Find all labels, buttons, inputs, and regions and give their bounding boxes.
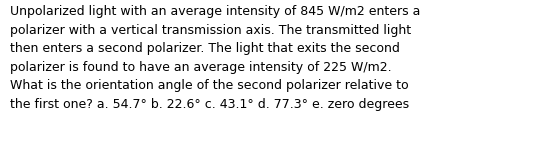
Text: Unpolarized light with an average intensity of 845 W/m2 enters a
polarizer with : Unpolarized light with an average intens… [10,5,420,111]
